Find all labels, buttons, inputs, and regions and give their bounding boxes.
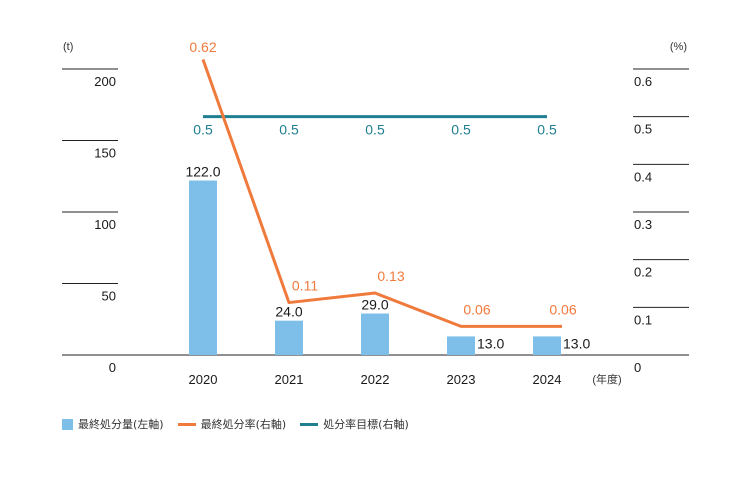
left-tick-label-150: 150 [94,146,116,161]
x-tick-label-2022: 2022 [361,372,390,387]
bar-2020 [189,180,217,355]
bar-label-2020: 122.0 [185,164,220,180]
x-tick-label-2020: 2020 [189,372,218,387]
right-tick-label-4: 0.4 [634,169,652,184]
disposal-rate-line [201,58,562,328]
x-tick-label-2021: 2021 [275,372,304,387]
target-label-2023: 0.5 [451,122,471,138]
right-tick-label-2: 0.2 [634,265,652,280]
right-tick-label-1: 0.1 [634,312,652,327]
bar-2023 [447,336,475,355]
legend-item-disposal-rate: 最終処分率(右軸) [177,416,287,432]
right-tick-label-3: 0.3 [634,217,652,232]
rate-label-2023: 0.06 [463,301,490,317]
legend-item-rate-target: 処分率目標(右軸) [300,416,409,432]
legend-swatch-disposal-amount [62,418,73,430]
target-label-2020: 0.5 [193,122,213,138]
rate-label-2024: 0.06 [549,301,576,317]
left-tick-label-50: 50 [102,289,116,304]
legend: 最終処分量(左軸) 最終処分率(右軸) 処分率目標(右軸) [62,416,409,432]
legend-label-disposal-rate: 最終処分率(右軸) [200,418,287,431]
bar-2022 [361,313,389,355]
legend-label-disposal-amount: 最終処分量(左軸) [78,418,164,431]
bar-label-2023: 13.0 [477,335,504,351]
left-tick-label-200: 200 [94,74,116,89]
x-tick-label-2023: 2023 [447,372,476,387]
left-tick-label-100: 100 [94,217,116,232]
rate-label-2022: 0.13 [377,268,404,284]
right-tick-label-0: 0 [634,360,641,375]
bar-2021 [275,320,303,355]
legend-swatch-disposal-rate [177,422,196,426]
rate-label-2021: 0.11 [292,278,318,294]
target-label-2021: 0.5 [279,122,299,138]
right-tick-label-6: 0.6 [634,74,652,89]
target-label-2024: 0.5 [537,122,557,138]
legend-label-rate-target: 処分率目標(右軸) [323,418,409,431]
bar-label-2024: 13.0 [563,335,590,351]
bar-label-2022: 29.0 [361,297,388,313]
target-label-2022: 0.5 [365,122,385,138]
right-tick-label-5: 0.5 [634,122,652,137]
bar-label-2021: 24.0 [275,304,302,320]
x-tick-label-2024: 2024 [533,372,562,387]
bar-2024 [533,336,561,355]
legend-item-disposal-amount: 最終処分量(左軸) [62,416,164,432]
rate-label-2020: 0.62 [189,39,216,55]
x-axis-unit: (年度) [592,372,621,386]
left-axis-unit: (t) [63,41,73,53]
right-axis-unit: (%) [670,41,687,53]
legend-swatch-rate-target [300,422,319,426]
left-tick-label-0: 0 [109,360,116,375]
